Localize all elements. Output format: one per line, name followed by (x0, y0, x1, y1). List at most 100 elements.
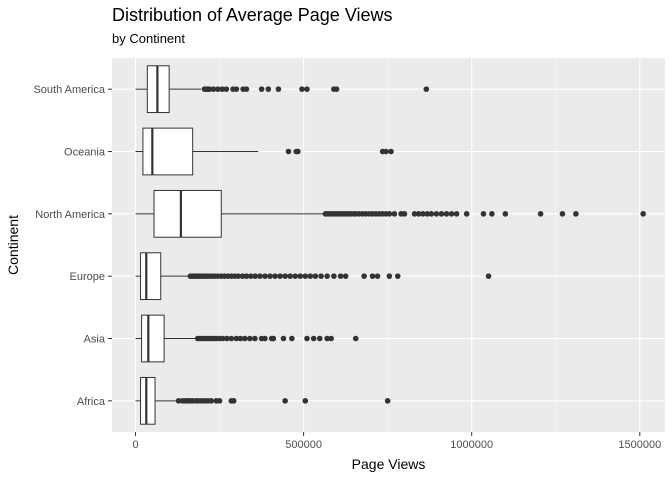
outlier-point (383, 148, 389, 155)
outlier-point (391, 211, 398, 217)
y-axis: South America Oceania North America Europe A… (33, 84, 112, 408)
outlier-point (239, 273, 246, 279)
outlier-point (453, 211, 460, 217)
outlier-point (324, 335, 330, 342)
outlier-point (297, 273, 304, 279)
outlier-point (304, 335, 310, 342)
outlier-point (265, 86, 272, 92)
outlier-point (241, 335, 248, 342)
outlier-point (233, 86, 240, 92)
outlier-point (559, 211, 566, 217)
outlier-point (280, 335, 287, 342)
chart-title: Distribution of Average Page Views (112, 5, 393, 25)
outlier-point (448, 211, 455, 217)
outlier-point (206, 86, 213, 92)
box-series (135, 65, 646, 425)
outlier-point (433, 211, 440, 217)
outlier-point (292, 273, 299, 279)
y-tick-label: Europe (70, 271, 105, 283)
outlier-point (243, 273, 250, 279)
outlier-point (489, 211, 495, 217)
outlier-point (224, 335, 230, 342)
outlier-point (275, 86, 282, 92)
outlier-point (411, 211, 418, 217)
outlier-point (289, 335, 295, 342)
outlier-point (307, 273, 314, 279)
outlier-point (361, 273, 367, 279)
outlier-point (424, 211, 431, 217)
x-tick-label: 0 (132, 439, 138, 451)
outlier-point (267, 273, 273, 279)
box-group (135, 252, 492, 301)
outlier-point (401, 211, 408, 217)
outlier-point (310, 335, 317, 342)
box-group (135, 127, 394, 176)
y-tick-label: Africa (77, 396, 106, 408)
x-tick-label: 1500000 (618, 439, 661, 451)
outlier-point (243, 86, 250, 92)
outlier-point (219, 86, 226, 92)
outlier-point (328, 335, 334, 342)
outlier-point (295, 148, 301, 155)
outlier-point (428, 211, 435, 217)
outlier-point (423, 86, 430, 92)
outlier-point (233, 335, 240, 342)
outlier-point (388, 148, 394, 155)
outlier-point (318, 273, 324, 279)
outlier-point (573, 211, 579, 217)
outlier-point (420, 211, 426, 217)
outlier-point (463, 211, 470, 217)
box-iqr (142, 127, 194, 176)
outlier-point (277, 273, 283, 279)
outlier-point (257, 273, 263, 279)
outlier-point (331, 273, 337, 279)
y-axis-title: Continent (5, 215, 21, 275)
outlier-point (175, 398, 182, 404)
outlier-point (384, 398, 391, 404)
outlier-point (333, 86, 340, 92)
outlier-point (223, 86, 230, 92)
outlier-point (312, 273, 319, 279)
plot-panel (112, 58, 665, 432)
outlier-point (304, 86, 310, 92)
outlier-point (258, 86, 265, 92)
outlier-point (302, 398, 309, 404)
x-tick-label: 1000000 (450, 439, 493, 451)
outlier-point (262, 273, 268, 279)
outlier-point (208, 398, 214, 404)
outlier-point (640, 211, 646, 217)
outlier-point (287, 273, 293, 279)
outlier-point (252, 273, 259, 279)
x-tick-label: 500000 (285, 439, 322, 451)
outlier-point (220, 335, 226, 342)
box-group (135, 376, 391, 425)
outlier-point (485, 273, 492, 279)
outlier-point (386, 211, 393, 217)
outlier-point (352, 335, 359, 342)
outlier-point (537, 211, 544, 217)
outlier-point (342, 273, 349, 279)
y-tick-label: North America (35, 209, 106, 221)
box-iqr (140, 376, 156, 425)
box-group (135, 314, 359, 363)
outlier-point (302, 273, 309, 279)
outlier-point (443, 211, 450, 217)
outlier-point (502, 211, 509, 217)
outlier-point (237, 335, 244, 342)
y-tick-label: Oceania (64, 147, 106, 159)
x-axis: 0 500000 1000000 1500000 (132, 432, 661, 451)
outlier-point (438, 211, 445, 217)
outlier-point (270, 335, 277, 342)
outlier-point (282, 273, 288, 279)
outlier-point (480, 211, 487, 217)
outlier-point (316, 335, 323, 342)
outlier-point (262, 335, 268, 342)
y-tick-label: South America (33, 84, 105, 96)
y-tick-label: Asia (84, 334, 106, 346)
outlier-point (235, 273, 241, 279)
box-iqr (141, 314, 165, 363)
box-iqr (153, 189, 222, 238)
outlier-point (394, 273, 401, 279)
outlier-point (324, 273, 330, 279)
